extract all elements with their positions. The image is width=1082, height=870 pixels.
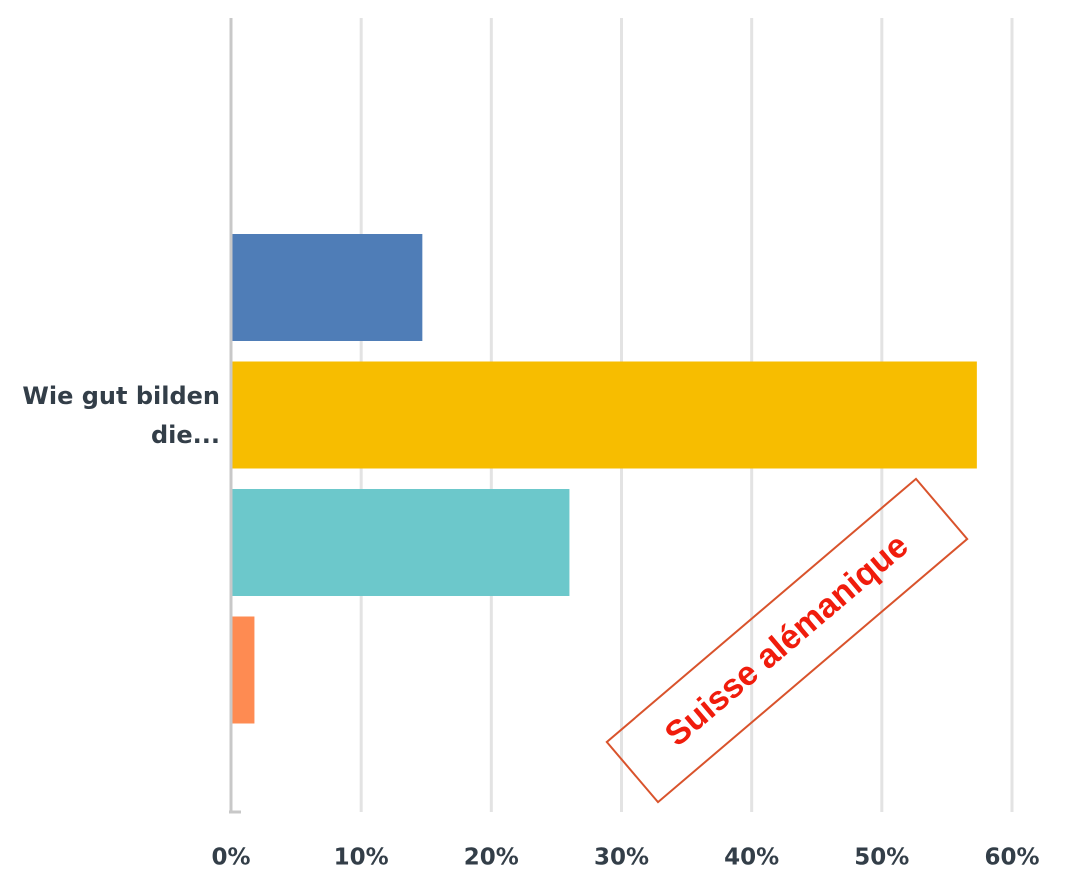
bar: [231, 616, 255, 724]
bar: [231, 361, 977, 469]
x-tick-label: 10%: [334, 845, 389, 870]
bar: [231, 489, 570, 596]
x-tick-label: 60%: [984, 845, 1039, 870]
x-tick-label: 50%: [854, 845, 909, 870]
x-tick-label: 20%: [464, 845, 519, 870]
x-tick-label: 40%: [724, 845, 779, 870]
x-tick-label: 30%: [594, 845, 649, 870]
bar: [231, 234, 423, 341]
category-label: Wie gut bilden die...: [22, 382, 220, 449]
x-tick-label: 0%: [211, 845, 250, 870]
